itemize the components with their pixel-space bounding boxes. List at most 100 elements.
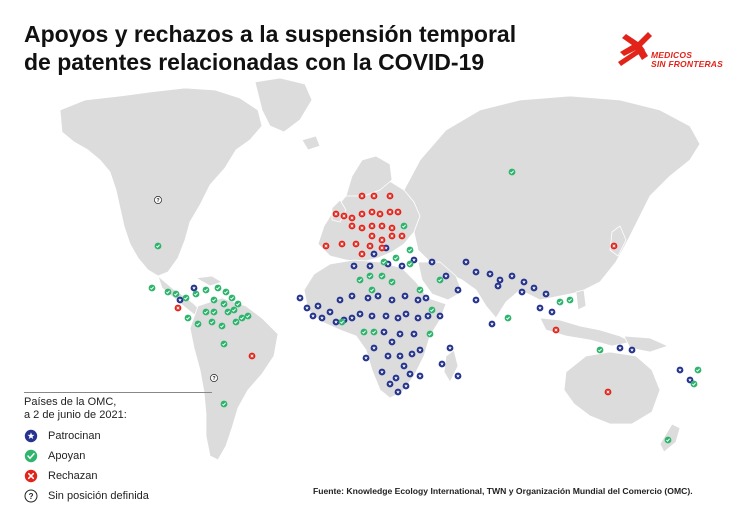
support-marker (182, 294, 190, 302)
sponsor-marker (536, 304, 544, 312)
sponsor-marker (314, 302, 322, 310)
sponsor-marker (530, 284, 538, 292)
sponsor-marker (416, 372, 424, 380)
australia (563, 351, 661, 425)
support-marker (214, 284, 222, 292)
support-marker (220, 300, 228, 308)
support-marker (238, 314, 246, 322)
reject-marker (378, 236, 386, 244)
reject-marker (604, 388, 612, 396)
reject-marker (358, 224, 366, 232)
sponsor-marker (424, 312, 432, 320)
country-markers: ?? (148, 168, 702, 444)
support-marker (368, 286, 376, 294)
support-marker (154, 242, 162, 250)
sponsor-marker (518, 288, 526, 296)
support-marker (694, 366, 702, 374)
sponsor-marker (410, 330, 418, 338)
msf-running-man-icon (618, 32, 652, 66)
sponsor-marker (454, 372, 462, 380)
support-marker (690, 380, 698, 388)
philippines (575, 289, 587, 311)
sponsor-marker (348, 314, 356, 322)
reject-marker (370, 192, 378, 200)
support-marker (224, 308, 232, 316)
sponsor-marker (446, 344, 454, 352)
undefined-marker: ? (210, 374, 218, 382)
reject-marker (358, 250, 366, 258)
sponsor-marker (370, 344, 378, 352)
sponsor-marker (488, 320, 496, 328)
sponsor-marker (401, 292, 409, 300)
support-marker (232, 318, 240, 326)
sponsor-marker (442, 272, 450, 280)
cross-icon (24, 469, 38, 483)
support-marker (388, 278, 396, 286)
sponsor-marker (414, 296, 422, 304)
sponsor-marker (368, 312, 376, 320)
sponsor-marker (176, 296, 184, 304)
sponsor-marker (438, 360, 446, 368)
support-marker (508, 168, 516, 176)
svg-text:?: ? (212, 376, 215, 382)
south-america (189, 297, 279, 461)
reject-marker (394, 208, 402, 216)
support-marker (148, 284, 156, 292)
title-line-1: Apoyos y rechazos a la suspensión tempor… (24, 21, 517, 47)
support-marker (556, 298, 564, 306)
reject-marker (386, 192, 394, 200)
sponsor-marker (296, 294, 304, 302)
sponsor-marker (520, 278, 528, 286)
sponsor-marker (676, 366, 684, 374)
sponsor-marker (436, 312, 444, 320)
sponsor-marker (428, 258, 436, 266)
sponsor-marker (190, 284, 198, 292)
sponsor-marker (332, 318, 340, 326)
sponsor-marker (398, 262, 406, 270)
sponsor-marker (616, 344, 624, 352)
sponsor-marker (400, 362, 408, 370)
support-marker (228, 294, 236, 302)
sponsor-marker (388, 296, 396, 304)
support-marker (184, 314, 192, 322)
sponsor-marker (472, 296, 480, 304)
sponsor-marker (362, 354, 370, 362)
support-marker (436, 276, 444, 284)
support-marker (202, 286, 210, 294)
reject-marker (610, 242, 618, 250)
logo-text-line-1: MEDICOS (651, 50, 693, 60)
msf-logo (618, 32, 652, 66)
sponsor-marker (356, 310, 364, 318)
support-marker (222, 288, 230, 296)
sponsor-marker (416, 346, 424, 354)
reject-marker (358, 192, 366, 200)
greenland (254, 77, 313, 133)
reject-marker (386, 208, 394, 216)
support-marker (234, 300, 242, 308)
reject-marker (376, 210, 384, 218)
sponsor-marker (350, 262, 358, 270)
support-marker (192, 290, 200, 298)
reject-marker (388, 224, 396, 232)
check-icon (24, 449, 38, 463)
support-marker (230, 306, 238, 314)
sponsor-marker (402, 382, 410, 390)
page-title: Apoyos y rechazos a la suspensión tempor… (24, 20, 584, 76)
support-marker (356, 276, 364, 284)
reject-marker (352, 240, 360, 248)
sponsor-marker (402, 310, 410, 318)
support-marker (566, 296, 574, 304)
sponsor-marker (628, 346, 636, 354)
support-marker (426, 330, 434, 338)
sponsor-marker (394, 388, 402, 396)
legend-item-support: Apoyan (24, 446, 212, 466)
sponsor-marker (326, 308, 334, 316)
support-marker (202, 308, 210, 316)
reject-marker (378, 244, 386, 252)
reject-marker (358, 210, 366, 218)
legend-header: Países de la OMC, a 2 de junio de 2021: (24, 396, 212, 422)
reject-marker (348, 214, 356, 222)
support-marker (172, 290, 180, 298)
sponsor-marker (318, 314, 326, 322)
iceland (301, 135, 321, 151)
